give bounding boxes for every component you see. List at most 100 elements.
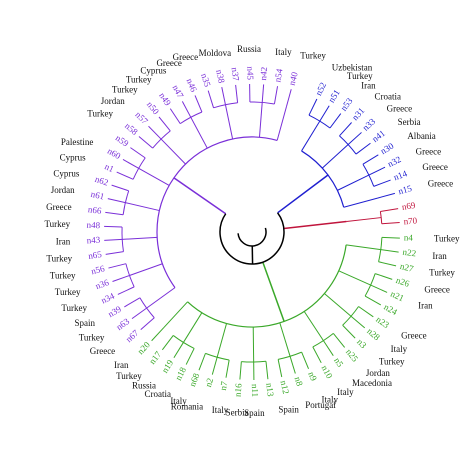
leaf-label: n53 [338,96,354,113]
leaf-label: n54 [272,67,284,83]
country-label: Italy [337,387,354,397]
country-label: Iran [114,360,129,370]
branch [283,220,347,230]
branch [279,322,291,357]
branch [198,353,206,371]
branch [338,270,371,286]
leaf-label: n66 [87,204,102,216]
country-label: Russia [132,381,156,391]
leaf-label: n8 [293,376,305,388]
country-label: Serbia [398,117,421,127]
leaf-label: n32 [386,154,403,169]
branch [163,301,188,328]
leaf-label: n56 [90,263,106,276]
branch [185,348,195,365]
leaf-label: n50 [145,100,162,117]
branch [312,346,322,364]
country-label: Turkey [434,234,460,244]
branch [190,117,208,149]
leaf-label: n51 [326,88,342,105]
branch [152,130,171,149]
branch [104,238,123,241]
branch [265,361,269,380]
leaf-label: n9 [306,370,319,383]
leaf-label: n24 [382,302,399,318]
leaf-label: n10 [320,364,335,381]
leaf-label: n28 [365,326,382,343]
leaf-label: n52 [313,81,328,98]
leaf-label: n3 [355,337,369,351]
leaf-label: n63 [114,316,131,332]
leaf-label: n35 [199,72,213,88]
branch [138,167,170,186]
country-label: Turkey [379,357,405,367]
branch [138,136,154,149]
branch [277,359,283,378]
country-label: Spain [244,408,265,418]
country-label: Spain [75,318,96,328]
country-label: Iran [361,80,376,90]
country-label: Turkey [126,74,152,84]
branch [276,106,287,141]
country-label: Jordan [366,368,390,378]
branch [117,286,135,295]
country-label: Moldova [199,48,232,58]
country-label: Greece [156,58,181,68]
leaf-label: n18 [173,365,188,382]
leaf-label: n60 [106,146,123,162]
branch [146,287,176,309]
leaf-label: n20 [135,339,152,356]
branch [125,263,135,288]
country-label: Spain [278,404,299,414]
leaf-label: n38 [214,69,227,85]
leaf-label: n23 [374,314,391,330]
leaf-label: n2 [203,377,215,388]
leaf-label: n25 [344,347,361,364]
leaf-label: n41 [370,128,387,144]
branch [216,323,228,358]
country-label: Romania [171,401,204,411]
country-label: Greece [46,202,71,212]
country-label: Turkey [116,371,142,381]
country-label: Jordan [101,96,125,106]
branch [262,261,285,322]
branch [277,174,329,214]
branch [322,340,334,356]
branch [375,273,393,280]
country-label: Greece [416,146,441,156]
branch [355,142,371,155]
branch [173,177,227,215]
country-label: Greece [401,330,426,340]
leaf-label: n21 [389,289,405,304]
branch [224,104,234,140]
branch [379,211,383,224]
leaf-label: n40 [287,70,300,86]
leaf-label: n33 [360,116,377,133]
leaf-label: n17 [147,349,163,366]
country-label: Turkey [44,219,70,229]
branch [107,198,126,204]
branch [148,125,162,140]
branch [221,87,226,105]
leaf-label: n14 [392,168,409,182]
leaf-label: n31 [350,106,366,123]
branch [347,132,362,145]
branch [105,251,124,255]
branch [346,244,381,251]
branch [122,159,139,169]
branch [380,208,399,212]
leaf-label: n1 [103,161,115,174]
country-label: Italy [170,396,187,406]
leaf-label: n57 [133,110,150,127]
leaf-label: n48 [86,220,100,231]
branch [332,333,346,348]
leaf-label: n27 [399,261,415,274]
branch [303,311,324,341]
country-label: Greece [428,179,453,189]
branch [112,275,130,282]
branch [121,227,124,252]
leaf-label: n61 [90,189,105,202]
branch [239,361,242,380]
branch [364,295,382,306]
branch [339,122,352,137]
